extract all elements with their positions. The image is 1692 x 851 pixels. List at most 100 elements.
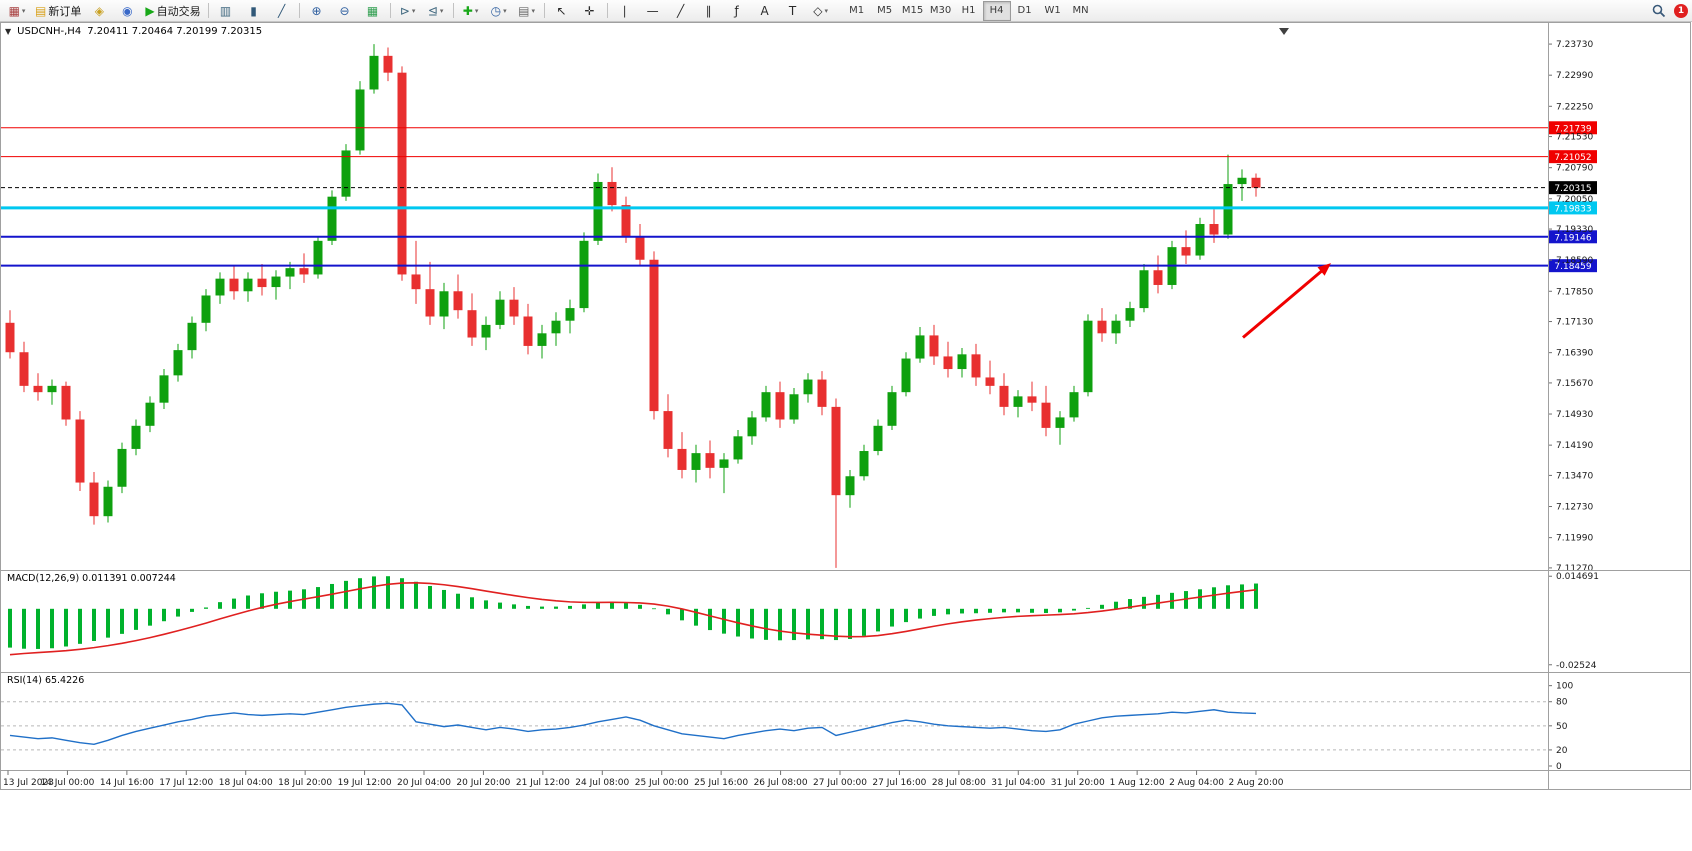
line-chart-type-button[interactable]: ╱ <box>268 0 296 22</box>
svg-text:14 Jul 16:00: 14 Jul 16:00 <box>100 778 154 788</box>
vertical-line-icon: ∣ <box>621 3 628 18</box>
periods-button[interactable]: ◷ ▾ <box>485 0 513 22</box>
svg-text:7.18590: 7.18590 <box>1556 256 1593 266</box>
timeframe-M15[interactable]: M15 <box>901 5 924 16</box>
candlestick-type-button[interactable]: ▮ <box>240 0 268 22</box>
svg-text:2 Aug 20:00: 2 Aug 20:00 <box>1229 778 1284 788</box>
dropdown-arrow-icon: ▾ <box>21 6 26 15</box>
text-label-button[interactable]: T <box>779 0 807 22</box>
autotrade-icon: ▶ <box>145 3 155 18</box>
toolbar-separator <box>207 3 209 18</box>
channel-button[interactable]: ∥ <box>695 0 723 22</box>
zoom-in-icon: ⊕ <box>311 3 322 18</box>
svg-text:18 Jul 20:00: 18 Jul 20:00 <box>278 778 332 788</box>
tile-windows-icon: ▦ <box>366 3 379 18</box>
svg-text:17 Jul 12:00: 17 Jul 12:00 <box>159 778 213 788</box>
tile-windows-button[interactable]: ▦ <box>359 0 387 22</box>
market-watch-button[interactable]: ◉ <box>113 0 141 22</box>
chart-shift-marker-icon[interactable] <box>1279 28 1289 35</box>
new-order-button[interactable]: ▤ 新订单 <box>31 0 85 22</box>
auto-scroll-icon: ⊳ <box>399 3 410 18</box>
chart-shift-button[interactable]: ⊴ ▾ <box>422 0 450 22</box>
metaeditor-icon: ◈ <box>94 3 104 18</box>
fibonacci-button[interactable]: ƒ <box>723 0 751 22</box>
chart-window[interactable]: 7.21739 7.21052 7.19833 7.19146 7.18459 7.203… <box>0 22 1692 851</box>
svg-text:19 Jul 12:00: 19 Jul 12:00 <box>338 778 392 788</box>
text-button[interactable]: A <box>751 0 779 22</box>
chart-shift-icon: ⊴ <box>427 3 438 18</box>
rsi-label: RSI(14) 65.4226 <box>7 675 85 686</box>
market-watch-icon: ◉ <box>122 3 133 18</box>
templates-button[interactable]: ▤ ▾ <box>513 0 541 22</box>
svg-text:18 Jul 04:00: 18 Jul 04:00 <box>219 778 273 788</box>
svg-text:27 Jul 00:00: 27 Jul 00:00 <box>813 778 867 788</box>
new-chart-button[interactable]: ▦ ▾ <box>3 0 31 22</box>
auto-scroll-button[interactable]: ⊳ ▾ <box>394 0 422 22</box>
zoom-out-button[interactable]: ⊖ <box>331 0 359 22</box>
svg-text:50: 50 <box>1556 722 1568 732</box>
price-axis[interactable]: 7.23730 7.22990 7.22250 7.21530 7.20790 7.200… <box>1548 40 1593 574</box>
notification-badge[interactable]: 1 <box>1674 4 1688 18</box>
svg-text:7.18459: 7.18459 <box>1554 262 1591 272</box>
timeframe-M1[interactable]: M1 <box>849 5 865 16</box>
price-label-7.18459 <box>1549 259 1597 273</box>
periods-icon: ◷ <box>490 3 502 18</box>
shapes-button[interactable]: ◇ ▾ <box>807 0 835 22</box>
toolbar-separator <box>452 3 454 18</box>
symbol-title: USDCNH-,H4 <box>17 26 82 37</box>
crosshair-button[interactable]: ✛ <box>576 0 604 22</box>
svg-text:20: 20 <box>1556 746 1568 756</box>
rsi-line <box>9 702 1257 746</box>
metaeditor-button[interactable]: ◈ <box>85 0 113 22</box>
macd-signal-line <box>9 582 1257 656</box>
timeframe-H4[interactable]: H4 <box>982 0 1011 21</box>
timeframe-H1[interactable]: H1 <box>961 5 976 16</box>
chart-title: ▼ USDCNH-,H4 7.20411 7.20464 7.20199 7.2… <box>5 26 262 37</box>
search-button[interactable] <box>1650 2 1668 20</box>
svg-text:31 Jul 20:00: 31 Jul 20:00 <box>1051 778 1105 788</box>
svg-text:7.11270: 7.11270 <box>1556 564 1593 574</box>
timeframe-MN[interactable]: MN <box>1072 5 1089 16</box>
zoom-in-button[interactable]: ⊕ <box>303 0 331 22</box>
price-chart[interactable]: 7.21739 7.21052 7.19833 7.19146 7.18459 7.203… <box>0 22 1692 851</box>
trendline-button[interactable]: ╱ <box>667 0 695 22</box>
shapes-icon: ◇ <box>813 3 823 18</box>
new-order-icon: ▤ <box>35 3 47 18</box>
new-order-button-label: 新订单 <box>48 4 82 18</box>
toolbar-separator <box>298 3 300 18</box>
svg-text:7.16390: 7.16390 <box>1556 349 1593 359</box>
svg-text:7.21052: 7.21052 <box>1554 153 1591 163</box>
price-label-7.19833 <box>1549 201 1597 215</box>
new-chart-icon: ▦ <box>8 3 20 18</box>
svg-text:7.21739: 7.21739 <box>1554 124 1591 134</box>
svg-text:7.14930: 7.14930 <box>1556 410 1593 420</box>
timeframe-W1[interactable]: W1 <box>1044 5 1061 16</box>
dropdown-arrow-icon: ▾ <box>439 6 444 15</box>
macd-histogram <box>8 576 1258 649</box>
vertical-line-button[interactable]: ∣ <box>611 0 639 22</box>
cursor-icon: ↖ <box>556 3 567 18</box>
timeframe-M30[interactable]: M30 <box>929 5 952 16</box>
svg-text:25 Jul 16:00: 25 Jul 16:00 <box>694 778 748 788</box>
timeframe-D1[interactable]: D1 <box>1017 5 1032 16</box>
chart-background <box>0 22 1692 851</box>
indicators-button[interactable]: ✚ ▾ <box>457 0 485 22</box>
svg-text:7.20050: 7.20050 <box>1556 195 1593 205</box>
ohlc-values: 7.20411 7.20464 7.20199 7.20315 <box>87 26 263 37</box>
timeframe-M5[interactable]: M5 <box>877 5 893 16</box>
horizontal-line-button[interactable]: — <box>639 0 667 22</box>
svg-text:7.11990: 7.11990 <box>1556 534 1593 544</box>
toolbar: ▦ ▾ ▤ 新订单 ◈ ◉ ▶ 自动交易 ▥ ▮ ╱ ⊕ ⊖ ▦ ⊳ ▾ ⊴ ▾ ✚ ▾ ◷ ▾ ▤ ▾ ↖ ✛ ∣ — ╱ ∥ ƒ A T ◇ ▾… <box>0 0 1692 22</box>
bar-chart-type-button[interactable]: ▥ <box>212 0 240 22</box>
autotrade-button[interactable]: ▶ 自动交易 <box>141 0 204 22</box>
svg-text:2 Aug 04:00: 2 Aug 04:00 <box>1169 778 1224 788</box>
svg-text:7.23730: 7.23730 <box>1556 40 1593 50</box>
svg-text:7.17850: 7.17850 <box>1556 287 1593 297</box>
svg-text:31 Jul 04:00: 31 Jul 04:00 <box>991 778 1045 788</box>
svg-text:26 Jul 08:00: 26 Jul 08:00 <box>754 778 808 788</box>
cursor-button[interactable]: ↖ <box>548 0 576 22</box>
svg-text:0.014691: 0.014691 <box>1556 572 1599 582</box>
one-click-trading-toggle-icon[interactable]: ▼ <box>5 27 12 36</box>
trend-arrow[interactable] <box>1242 265 1328 339</box>
